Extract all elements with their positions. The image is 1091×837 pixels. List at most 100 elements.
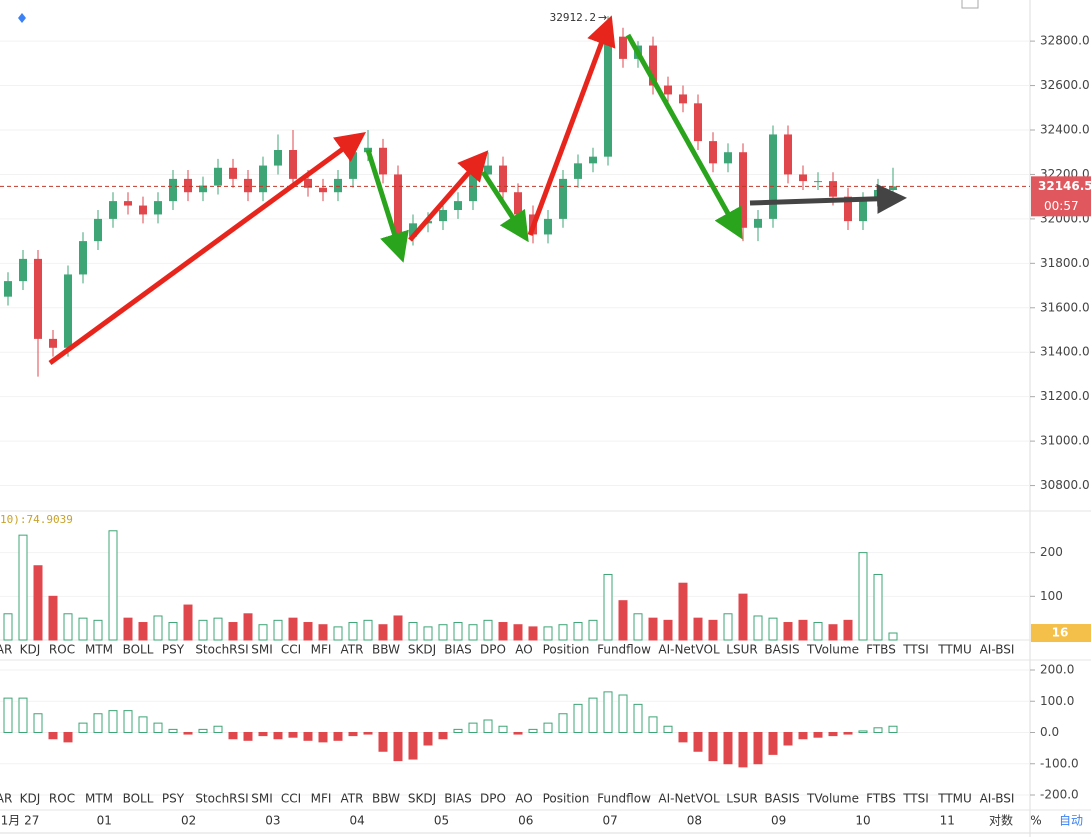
indicator-tab[interactable]: ROC — [49, 792, 75, 806]
indicator-tab[interactable]: BOLL — [123, 643, 154, 657]
indicator-tab[interactable]: Fundflow — [597, 792, 651, 806]
percent-toggle[interactable]: % — [1030, 814, 1041, 828]
candle-body — [139, 205, 147, 215]
indicator-tab[interactable]: Fundflow — [597, 643, 651, 657]
indicator-tab[interactable]: PSY — [162, 643, 185, 657]
indicator-tab[interactable]: TVolume — [806, 643, 859, 657]
indicator-tab[interactable]: DPO — [480, 643, 506, 657]
indicator-tab[interactable]: AI-NetVOL — [658, 792, 720, 806]
indicator-tab[interactable]: AO — [515, 643, 532, 657]
indicator-tab[interactable]: AO — [515, 792, 532, 806]
bar — [258, 624, 268, 641]
indicator-tab[interactable]: KDJ — [20, 643, 41, 657]
bar — [558, 713, 568, 733]
indicator-tab[interactable]: SKDJ — [408, 643, 436, 657]
indicator-tab[interactable]: BIAS — [444, 792, 472, 806]
trend-arrow — [48, 132, 367, 366]
indicator-tab[interactable]: AR — [0, 792, 12, 806]
indicator-tab[interactable]: MTM — [85, 643, 113, 657]
bar — [678, 732, 688, 743]
settings-icon[interactable] — [961, 0, 979, 9]
indicator-tab[interactable]: FTBS — [866, 643, 896, 657]
candle-body — [469, 174, 477, 202]
panel-header: 10):74.9039 — [0, 513, 73, 526]
indicator-tab[interactable]: PSY — [162, 792, 185, 806]
indicator-tab[interactable]: AR — [0, 643, 12, 657]
bar — [168, 728, 178, 733]
indicator-tab[interactable]: LSUR — [726, 643, 757, 657]
bar — [783, 732, 793, 746]
bar — [528, 626, 538, 641]
bar — [63, 732, 73, 743]
x-tick-label: 04 — [350, 814, 365, 828]
bar — [858, 730, 868, 733]
log-toggle[interactable]: 对数 — [989, 813, 1013, 828]
indicator-tab[interactable]: TTMU — [937, 792, 972, 806]
x-tick-label: 06 — [518, 814, 533, 828]
indicator-tab[interactable]: TTMU — [937, 643, 972, 657]
indicator-tab[interactable]: TTSI — [902, 643, 929, 657]
y-tick-label: 100.0 — [1040, 694, 1074, 708]
indicator-tab[interactable]: ATR — [341, 792, 364, 806]
bar — [288, 617, 298, 641]
auto-toggle[interactable]: 自动 — [1059, 814, 1083, 828]
indicator-tab[interactable]: SMI — [251, 643, 273, 657]
indicator-tab[interactable]: TVolume — [806, 792, 859, 806]
bar — [258, 732, 268, 737]
indicator-tab[interactable]: BOLL — [123, 792, 154, 806]
indicator-tab[interactable]: KDJ — [20, 792, 41, 806]
indicator-tab[interactable]: BIAS — [444, 643, 472, 657]
y-tick-label: -100.0 — [1040, 756, 1079, 770]
candle-body — [49, 338, 57, 348]
indicator-tab[interactable]: Position — [543, 792, 590, 806]
volume-tag — [1031, 624, 1091, 643]
indicator-tab[interactable]: ROC — [49, 643, 75, 657]
bar — [738, 732, 748, 768]
high-annotation: 32912.2 — [550, 11, 596, 24]
indicator-tab[interactable]: CCI — [281, 643, 301, 657]
indicator-tab[interactable]: MFI — [311, 643, 332, 657]
bar — [243, 613, 253, 641]
bar — [453, 622, 463, 641]
indicator-tab[interactable]: Position — [543, 643, 590, 657]
indicator-tab[interactable]: ATR — [341, 643, 364, 657]
indicator-tab[interactable]: BBW — [372, 643, 400, 657]
indicator-tab[interactable]: MTM — [85, 792, 113, 806]
x-tick-label: 09 — [771, 814, 786, 828]
candle-body — [19, 258, 27, 282]
bar — [693, 617, 703, 641]
bar — [33, 713, 43, 733]
indicator-tab[interactable]: AI-BSI — [980, 792, 1015, 806]
bar — [138, 622, 148, 641]
indicator-tab[interactable]: FTBS — [866, 792, 896, 806]
trend-arrow — [408, 150, 489, 242]
indicator-tab[interactable]: BASIS — [764, 643, 799, 657]
candle-body — [34, 258, 42, 339]
volume-tag-label: 16 — [1052, 626, 1069, 640]
candle-body — [739, 152, 747, 228]
indicator-tab[interactable]: StochRSI — [195, 643, 248, 657]
indicator-tab[interactable]: MFI — [311, 792, 332, 806]
indicator-tab[interactable]: BASIS — [764, 792, 799, 806]
candle-body — [709, 141, 717, 164]
indicator-tab[interactable]: SMI — [251, 792, 273, 806]
indicator-tab[interactable]: AI-BSI — [980, 643, 1015, 657]
indicator-tab[interactable]: BBW — [372, 792, 400, 806]
bar — [123, 617, 133, 641]
bar — [108, 710, 118, 733]
indicator-tab[interactable]: AI-NetVOL — [658, 643, 720, 657]
bar — [468, 722, 478, 733]
trend-arrows — [48, 15, 907, 366]
indicator-tab[interactable]: CCI — [281, 792, 301, 806]
indicator-tab[interactable]: LSUR — [726, 792, 757, 806]
indicator-tab[interactable]: TTSI — [902, 792, 929, 806]
y-tick-label: 0.0 — [1040, 725, 1059, 739]
indicator-tab[interactable]: StochRSI — [195, 792, 248, 806]
y-tick-label: 32800.0 — [1040, 34, 1090, 48]
x-tick-label: 03 — [265, 814, 280, 828]
indicator-tab[interactable]: DPO — [480, 792, 506, 806]
y-tick-label: 30800.0 — [1040, 478, 1090, 492]
indicator-tab[interactable]: SKDJ — [408, 792, 436, 806]
countdown: 00:57 — [1044, 199, 1079, 213]
